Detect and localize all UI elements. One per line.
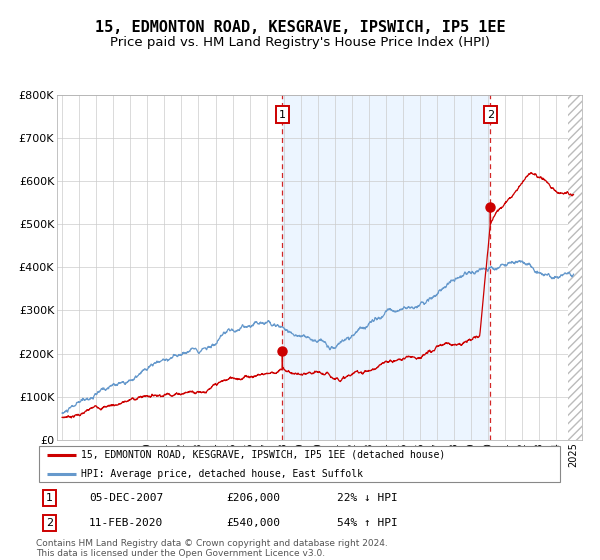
Text: 15, EDMONTON ROAD, KESGRAVE, IPSWICH, IP5 1EE (detached house): 15, EDMONTON ROAD, KESGRAVE, IPSWICH, IP… [81, 450, 445, 460]
Text: 2: 2 [46, 518, 53, 528]
FancyBboxPatch shape [38, 446, 560, 482]
Text: £540,000: £540,000 [226, 518, 280, 528]
Bar [283, 95, 490, 440]
Text: Contains HM Land Registry data © Crown copyright and database right 2024.
This d: Contains HM Land Registry data © Crown c… [36, 539, 388, 558]
Text: Price paid vs. HM Land Registry's House Price Index (HPI): Price paid vs. HM Land Registry's House … [110, 36, 490, 49]
Text: HPI: Average price, detached house, East Suffolk: HPI: Average price, detached house, East… [81, 469, 363, 478]
Text: 54% ↑ HPI: 54% ↑ HPI [337, 518, 398, 528]
Text: 05-DEC-2007: 05-DEC-2007 [89, 493, 163, 503]
Text: £206,000: £206,000 [226, 493, 280, 503]
Text: 22% ↓ HPI: 22% ↓ HPI [337, 493, 398, 503]
Text: 2: 2 [487, 110, 494, 120]
Text: 1: 1 [46, 493, 53, 503]
Text: 11-FEB-2020: 11-FEB-2020 [89, 518, 163, 528]
Text: 1: 1 [279, 110, 286, 120]
Bar [568, 95, 582, 440]
Text: 15, EDMONTON ROAD, KESGRAVE, IPSWICH, IP5 1EE: 15, EDMONTON ROAD, KESGRAVE, IPSWICH, IP… [95, 20, 505, 35]
